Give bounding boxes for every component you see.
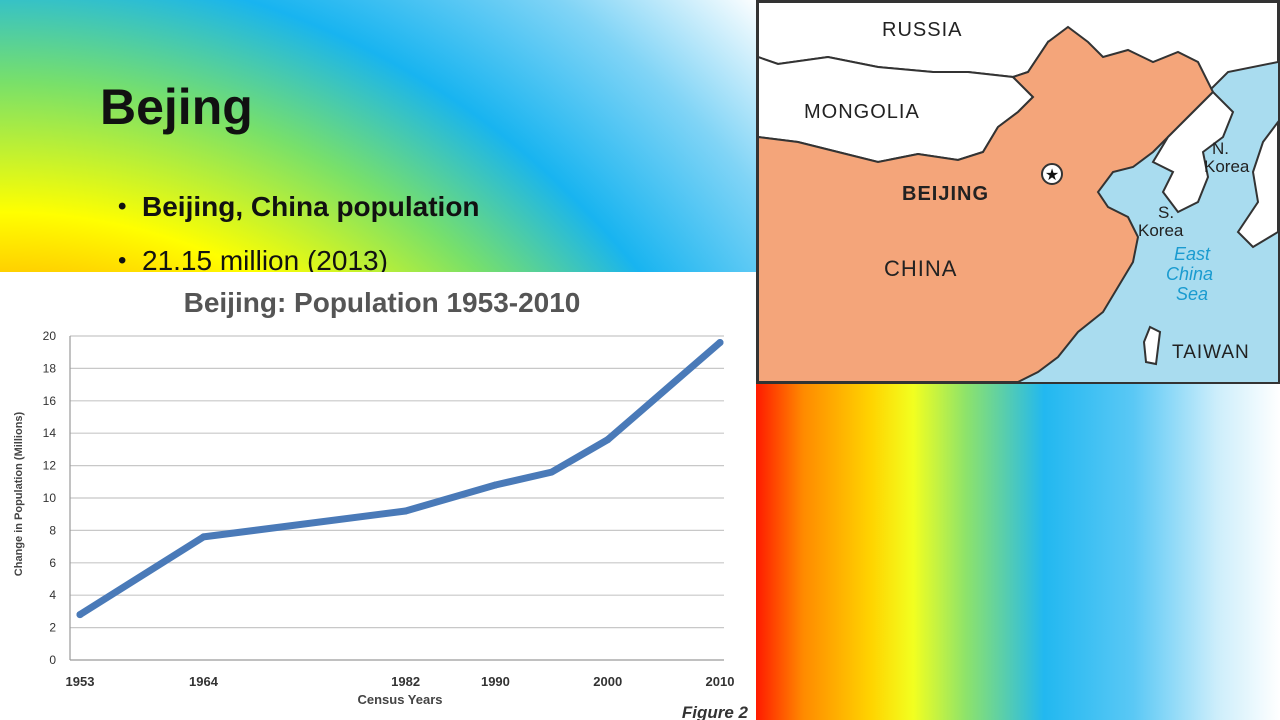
bullet-list: Beijing, China population 21.15 million … <box>118 180 480 288</box>
label-east-china-sea: China <box>1166 264 1213 284</box>
data-point <box>716 338 724 346</box>
series-line <box>76 339 724 619</box>
y-tick-label: 14 <box>43 426 57 440</box>
data-point <box>604 436 612 444</box>
china-map: ★ RUSSIA MONGOLIA BEIJING CHINA N. Korea… <box>756 0 1280 384</box>
y-tick-label: 16 <box>43 394 57 408</box>
rainbow-background-bottom <box>756 384 1280 720</box>
population-chart: Beijing: Population 1953-2010 0 2 4 6 8 10 12 1… <box>0 272 756 720</box>
y-tick-label: 12 <box>43 459 57 473</box>
data-point <box>402 507 410 515</box>
y-tick-label: 8 <box>49 523 56 537</box>
label-s-korea: S. <box>1158 203 1174 222</box>
x-axis-label: Census Years <box>357 692 442 707</box>
map-svg: ★ RUSSIA MONGOLIA BEIJING CHINA N. Korea… <box>758 2 1278 382</box>
y-axis-label: Change in Population (Millions) <box>13 411 25 576</box>
bullet-item: 21.15 million (2013) <box>118 234 480 288</box>
figure-caption: Figure 2 <box>682 703 749 720</box>
data-point <box>491 481 499 489</box>
bullet-item: Beijing, China population <box>118 180 480 234</box>
label-taiwan: TAIWAN <box>1172 342 1250 363</box>
y-tick-label: 18 <box>43 361 57 375</box>
y-tick-label: 20 <box>43 329 57 343</box>
y-tick-label: 4 <box>49 588 56 602</box>
korea-land <box>1151 90 1235 214</box>
label-n-korea: N. <box>1212 139 1229 158</box>
label-russia: RUSSIA <box>882 19 962 41</box>
beijing-marker <box>1041 163 1063 185</box>
x-tick-label: 1982 <box>391 674 420 689</box>
x-tick-label: 1964 <box>189 674 219 689</box>
x-tick-label: 2000 <box>593 674 622 689</box>
y-tick-label: 0 <box>49 653 56 667</box>
x-axis-ticks: 1953 1964 1982 1990 2000 2010 <box>66 674 735 689</box>
taiwan-land <box>1142 325 1162 366</box>
y-axis-ticks: 0 2 4 6 8 10 12 14 16 18 20 <box>43 329 57 667</box>
x-tick-label: 2010 <box>706 674 735 689</box>
star-icon: ★ <box>1045 165 1059 184</box>
label-s-korea: Korea <box>1138 221 1184 240</box>
data-point <box>200 533 208 541</box>
label-n-korea: Korea <box>1204 157 1250 176</box>
y-tick-label: 2 <box>49 621 56 635</box>
label-east-china-sea: Sea <box>1176 284 1208 304</box>
chart-series <box>76 338 724 619</box>
chart-title: Beijing: Population 1953-2010 <box>184 287 581 318</box>
label-mongolia: MONGOLIA <box>804 101 920 123</box>
x-tick-label: 1990 <box>481 674 510 689</box>
y-tick-label: 6 <box>49 556 56 570</box>
y-tick-label: 10 <box>43 491 57 505</box>
chart-svg: Beijing: Population 1953-2010 0 2 4 6 8 10 12 1… <box>13 287 749 720</box>
x-tick-label: 1953 <box>66 674 95 689</box>
japan-land <box>1236 120 1278 249</box>
label-east-china-sea: East <box>1174 244 1211 264</box>
label-china: CHINA <box>884 256 957 281</box>
slide-title: Bejing <box>100 79 253 135</box>
china-land <box>758 25 1215 382</box>
label-beijing: BEIJING <box>902 183 989 205</box>
chart-grid <box>69 335 724 661</box>
data-point <box>76 611 84 619</box>
